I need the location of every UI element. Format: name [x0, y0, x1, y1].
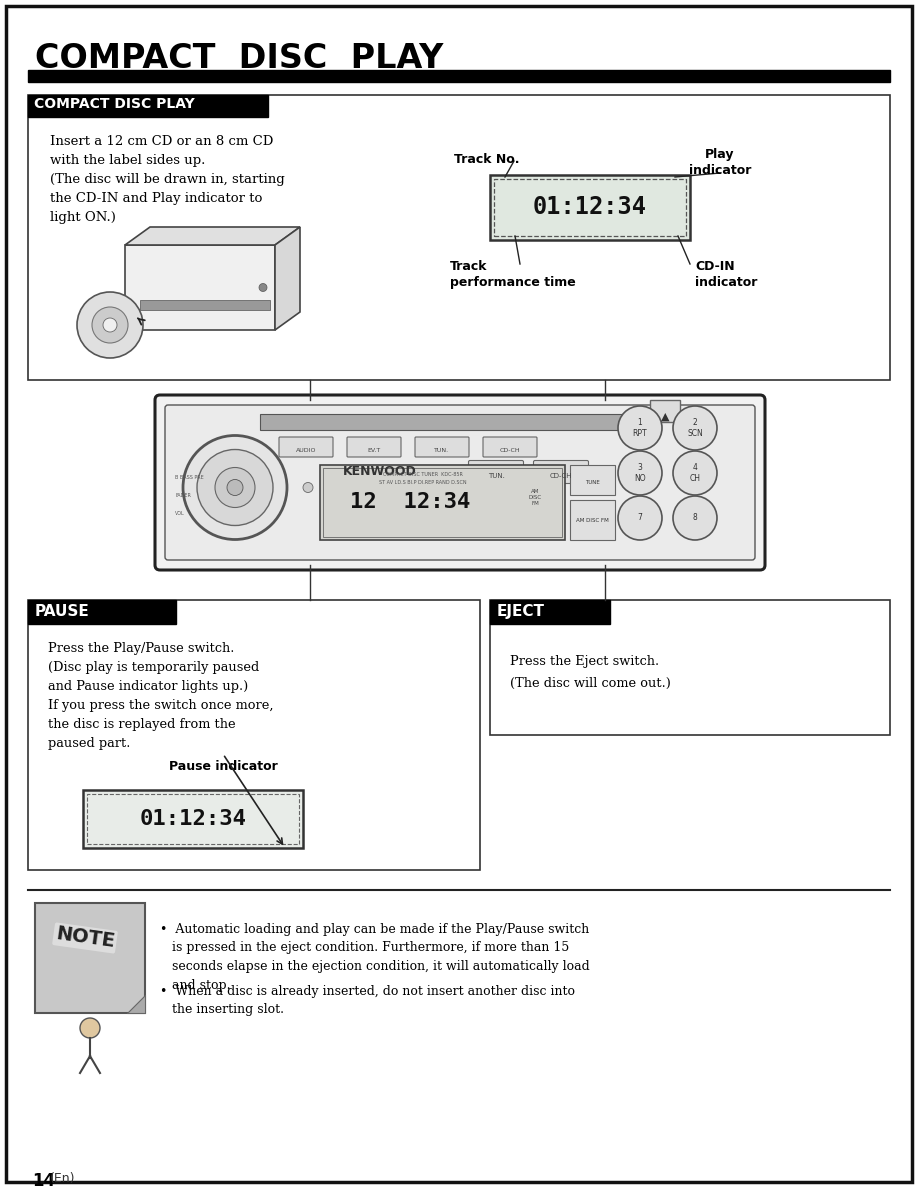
Text: •  When a disc is already inserted, do not insert another disc into
   the inser: • When a disc is already inserted, do no… — [160, 985, 575, 1017]
Text: COMPACT DISC TUNER  KDC-85R: COMPACT DISC TUNER KDC-85R — [383, 472, 463, 478]
Text: 01:12:34: 01:12:34 — [140, 809, 247, 829]
Bar — [490, 600, 610, 624]
Text: 01:12:34: 01:12:34 — [533, 196, 647, 220]
Text: Pause indicator: Pause indicator — [169, 760, 277, 773]
Circle shape — [197, 449, 273, 525]
Text: B BASS PRE: B BASS PRE — [175, 475, 204, 480]
Bar — [140, 301, 270, 310]
Bar — [323, 468, 562, 537]
Polygon shape — [275, 227, 300, 330]
Text: ST AV LD.S BI.P DI.REP RAND D.SCN: ST AV LD.S BI.P DI.REP RAND D.SCN — [379, 480, 466, 485]
Circle shape — [103, 318, 117, 331]
Text: COMPACT DISC PLAY: COMPACT DISC PLAY — [34, 97, 195, 110]
Bar — [490, 175, 690, 240]
Text: 8: 8 — [692, 513, 698, 523]
Text: light ON.): light ON.) — [50, 211, 116, 225]
Text: FADER: FADER — [175, 493, 191, 498]
Circle shape — [227, 480, 243, 495]
Text: (The disc will come out.): (The disc will come out.) — [510, 677, 671, 690]
Bar — [570, 465, 615, 495]
Text: If you press the switch once more,: If you press the switch once more, — [48, 699, 274, 712]
Bar — [83, 790, 303, 848]
Text: (En): (En) — [50, 1173, 75, 1184]
Bar — [28, 600, 480, 870]
FancyBboxPatch shape — [483, 437, 537, 457]
Text: CD-IN
indicator: CD-IN indicator — [695, 260, 757, 289]
Text: ▲: ▲ — [661, 412, 669, 422]
Circle shape — [77, 292, 143, 358]
Text: 1
RPT: 1 RPT — [633, 418, 647, 437]
Bar — [490, 600, 890, 735]
Text: 14: 14 — [32, 1173, 55, 1188]
Circle shape — [80, 1018, 100, 1038]
Text: TUN.: TUN. — [487, 473, 504, 479]
Circle shape — [618, 497, 662, 541]
Bar — [260, 413, 640, 430]
Text: TUNE: TUNE — [585, 480, 599, 485]
Bar — [35, 903, 145, 1013]
Text: with the label sides up.: with the label sides up. — [50, 154, 206, 168]
Circle shape — [303, 482, 313, 493]
Circle shape — [618, 451, 662, 495]
Text: (The disc will be drawn in, starting: (The disc will be drawn in, starting — [50, 173, 285, 187]
Text: Play
indicator: Play indicator — [688, 148, 751, 177]
Text: 2
SCN: 2 SCN — [688, 418, 703, 437]
Text: AM
DISC
FM: AM DISC FM — [529, 489, 542, 506]
Circle shape — [183, 436, 287, 539]
Text: Insert a 12 cm CD or an 8 cm CD: Insert a 12 cm CD or an 8 cm CD — [50, 135, 274, 148]
Circle shape — [618, 406, 662, 450]
Circle shape — [259, 284, 267, 291]
Text: COMPACT  DISC  PLAY: COMPACT DISC PLAY — [35, 42, 443, 75]
Bar — [28, 600, 176, 624]
Text: TUN.: TUN. — [434, 448, 450, 453]
Text: the disc is replayed from the: the disc is replayed from the — [48, 718, 236, 731]
FancyBboxPatch shape — [165, 405, 755, 560]
Bar — [494, 179, 686, 236]
Bar — [570, 500, 615, 541]
Text: 12  12:34: 12 12:34 — [350, 493, 470, 512]
Text: Track
performance time: Track performance time — [450, 260, 576, 289]
Text: (Disc play is temporarily paused: (Disc play is temporarily paused — [48, 661, 259, 674]
Text: VOL: VOL — [175, 511, 185, 516]
Text: AUDIO: AUDIO — [296, 448, 316, 453]
Circle shape — [673, 497, 717, 541]
Bar — [28, 70, 890, 82]
Text: Press the Eject switch.: Press the Eject switch. — [510, 655, 659, 668]
Polygon shape — [127, 996, 145, 1013]
Circle shape — [673, 451, 717, 495]
Text: KENWOOD: KENWOOD — [343, 465, 417, 478]
Text: CD-CH: CD-CH — [550, 473, 572, 479]
FancyBboxPatch shape — [468, 461, 523, 484]
Text: AM DISC FM: AM DISC FM — [576, 518, 609, 523]
Polygon shape — [125, 227, 300, 245]
Text: the CD-IN and Play indicator to: the CD-IN and Play indicator to — [50, 192, 263, 206]
Bar — [320, 465, 565, 541]
Text: 7: 7 — [638, 513, 643, 523]
Circle shape — [673, 406, 717, 450]
Text: PAUSE: PAUSE — [35, 604, 90, 619]
Text: •  Automatic loading and play can be made if the Play/Pause switch
   is pressed: • Automatic loading and play can be made… — [160, 923, 589, 992]
Text: paused part.: paused part. — [48, 737, 130, 750]
Text: Track No.: Track No. — [454, 153, 520, 166]
Bar — [87, 794, 299, 843]
Text: EJECT: EJECT — [497, 604, 545, 619]
Text: NOTE: NOTE — [54, 924, 116, 952]
Text: Press the Play/Pause switch.: Press the Play/Pause switch. — [48, 642, 234, 655]
FancyBboxPatch shape — [533, 461, 588, 484]
Text: and Pause indicator lights up.): and Pause indicator lights up.) — [48, 680, 248, 693]
Text: 3
NO: 3 NO — [634, 463, 645, 482]
Bar — [28, 95, 890, 380]
Bar — [125, 245, 275, 330]
Circle shape — [215, 468, 255, 507]
Bar — [650, 400, 680, 422]
FancyBboxPatch shape — [415, 437, 469, 457]
Circle shape — [92, 307, 128, 343]
FancyBboxPatch shape — [279, 437, 333, 457]
Text: EV.T: EV.T — [367, 448, 381, 453]
Text: 4
CH: 4 CH — [689, 463, 700, 482]
FancyBboxPatch shape — [155, 394, 765, 570]
Text: CD-CH: CD-CH — [499, 448, 521, 453]
Bar — [28, 95, 268, 116]
FancyBboxPatch shape — [347, 437, 401, 457]
